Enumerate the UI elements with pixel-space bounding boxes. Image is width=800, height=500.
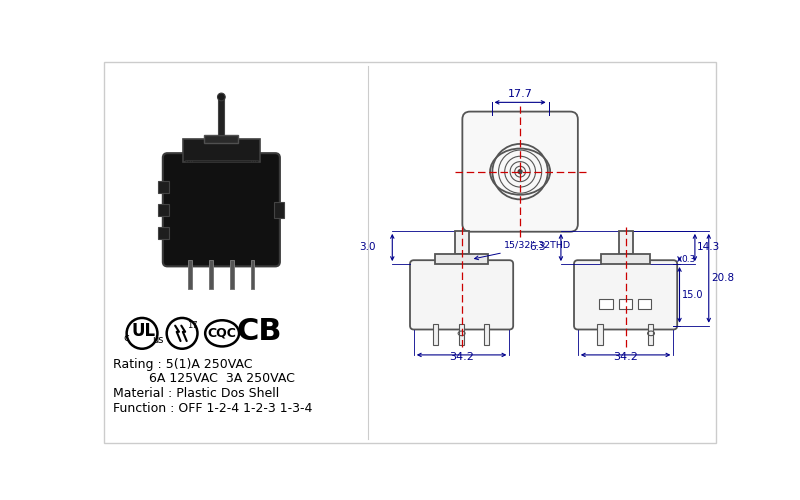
Bar bbox=[205, 136, 238, 143]
FancyBboxPatch shape bbox=[462, 112, 578, 232]
Text: 0.3: 0.3 bbox=[682, 254, 696, 264]
Bar bbox=[230, 260, 234, 288]
Bar bbox=[209, 260, 213, 288]
Bar bbox=[458, 324, 464, 345]
Bar bbox=[250, 260, 254, 288]
Bar bbox=[274, 202, 285, 218]
Bar bbox=[183, 140, 260, 162]
Text: 17.7: 17.7 bbox=[508, 90, 533, 100]
Circle shape bbox=[218, 93, 226, 101]
Bar bbox=[158, 181, 169, 193]
Bar bbox=[484, 324, 490, 345]
Bar bbox=[597, 324, 602, 345]
Text: 34.2: 34.2 bbox=[449, 352, 474, 362]
Bar bbox=[638, 298, 651, 308]
Text: Material : Plastic Dos Shell: Material : Plastic Dos Shell bbox=[113, 387, 279, 400]
Bar bbox=[435, 254, 488, 264]
Bar bbox=[454, 231, 469, 254]
Bar bbox=[190, 160, 253, 162]
Text: 14.3: 14.3 bbox=[698, 242, 721, 252]
Bar bbox=[185, 160, 258, 162]
Text: Rating : 5(1)A 250VAC: Rating : 5(1)A 250VAC bbox=[113, 358, 252, 370]
Text: 20.8: 20.8 bbox=[711, 274, 734, 283]
Text: UL: UL bbox=[131, 322, 156, 340]
Text: 3.0: 3.0 bbox=[359, 242, 375, 252]
Text: 17: 17 bbox=[187, 321, 198, 330]
Bar bbox=[188, 260, 192, 288]
Text: c: c bbox=[124, 333, 130, 343]
FancyBboxPatch shape bbox=[163, 153, 280, 266]
Text: 34.2: 34.2 bbox=[613, 352, 638, 362]
Bar bbox=[618, 298, 632, 308]
Text: 6.3: 6.3 bbox=[529, 242, 546, 252]
Text: 15.0: 15.0 bbox=[682, 290, 703, 300]
Text: CQC: CQC bbox=[208, 327, 237, 340]
Bar bbox=[618, 231, 633, 254]
FancyBboxPatch shape bbox=[410, 260, 513, 330]
Bar bbox=[648, 324, 654, 345]
Bar bbox=[192, 160, 250, 162]
Bar bbox=[599, 298, 613, 308]
Bar bbox=[218, 97, 225, 136]
Text: CB: CB bbox=[236, 318, 282, 346]
Bar bbox=[601, 254, 650, 264]
Text: 6A 125VAC  3A 250VAC: 6A 125VAC 3A 250VAC bbox=[113, 372, 294, 386]
Bar bbox=[433, 324, 438, 345]
FancyBboxPatch shape bbox=[574, 260, 677, 330]
Bar bbox=[187, 160, 255, 162]
Bar bbox=[158, 204, 169, 216]
Text: 15/32"-32THD: 15/32"-32THD bbox=[474, 241, 571, 260]
Text: Function : OFF 1-2-4 1-2-3 1-3-4: Function : OFF 1-2-4 1-2-3 1-3-4 bbox=[113, 402, 312, 414]
Text: us: us bbox=[152, 336, 163, 345]
Circle shape bbox=[518, 170, 522, 173]
Bar bbox=[158, 227, 169, 239]
